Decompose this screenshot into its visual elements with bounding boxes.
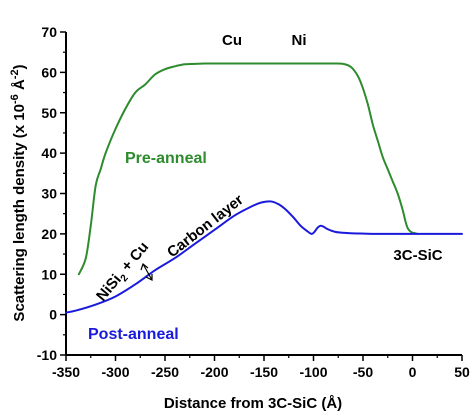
x-tick-label: -200 xyxy=(200,364,228,380)
annotation-ni: Ni xyxy=(292,32,307,49)
x-tick-label: -50 xyxy=(353,364,373,380)
y-tick-label: -10 xyxy=(37,347,57,363)
annotation-cu: Cu xyxy=(222,32,242,49)
y-tick-label: 50 xyxy=(41,105,57,121)
x-tick-label: -150 xyxy=(250,364,278,380)
axes xyxy=(60,31,463,361)
y-axis-label-main: Scattering length density (x 10 xyxy=(11,104,28,322)
series-layer xyxy=(65,62,463,314)
y-tick-label: 0 xyxy=(49,307,57,323)
series-line-post-anneal xyxy=(65,200,463,314)
y-axis-label: Scattering length density (x 10-6 Å-2) xyxy=(9,64,28,321)
y-tick-label: 40 xyxy=(41,145,57,161)
x-tick-label: 50 xyxy=(454,364,470,380)
annotation-nisi-cu: NiSi2 + Cu xyxy=(93,239,155,307)
y-tick-label: 20 xyxy=(41,226,57,242)
y-tick-label: 30 xyxy=(41,186,57,202)
annotation-carbon-layer: Carbon layer xyxy=(164,191,247,261)
series-line-pre-anneal xyxy=(77,62,419,276)
y-axis-label-unit-exp: -2 xyxy=(9,69,21,79)
y-axis-label-unit: Å xyxy=(11,79,28,94)
x-axis-label: Distance from 3C-SiC (Å) xyxy=(164,395,342,412)
y-axis-label-exp: -6 xyxy=(9,94,21,104)
y-axis-label-close: ) xyxy=(11,64,28,69)
x-tick-label: 0 xyxy=(409,364,417,380)
y-tick-label: 70 xyxy=(41,24,57,40)
annotation-post-anneal: Post-anneal xyxy=(88,326,179,343)
x-tick-label: -300 xyxy=(101,364,129,380)
x-tick-label: -250 xyxy=(151,364,179,380)
y-tick-label: 10 xyxy=(41,266,57,282)
annotation-3c-sic: 3C-SiC xyxy=(393,247,442,264)
y-tick-label: 60 xyxy=(41,64,57,80)
x-tick-label: -100 xyxy=(299,364,327,380)
annotation-pre-anneal: Pre-anneal xyxy=(125,150,207,167)
annotation-nisi-rest: + Cu xyxy=(115,239,152,278)
tick-labels: -350 -300 -250 -200 -150 -100 -50 0 50-100102030… xyxy=(37,24,470,380)
x-tick-label: -350 xyxy=(52,364,80,380)
annotation-nisi-sub: 2 xyxy=(119,272,131,284)
interface-arrow xyxy=(140,262,153,281)
